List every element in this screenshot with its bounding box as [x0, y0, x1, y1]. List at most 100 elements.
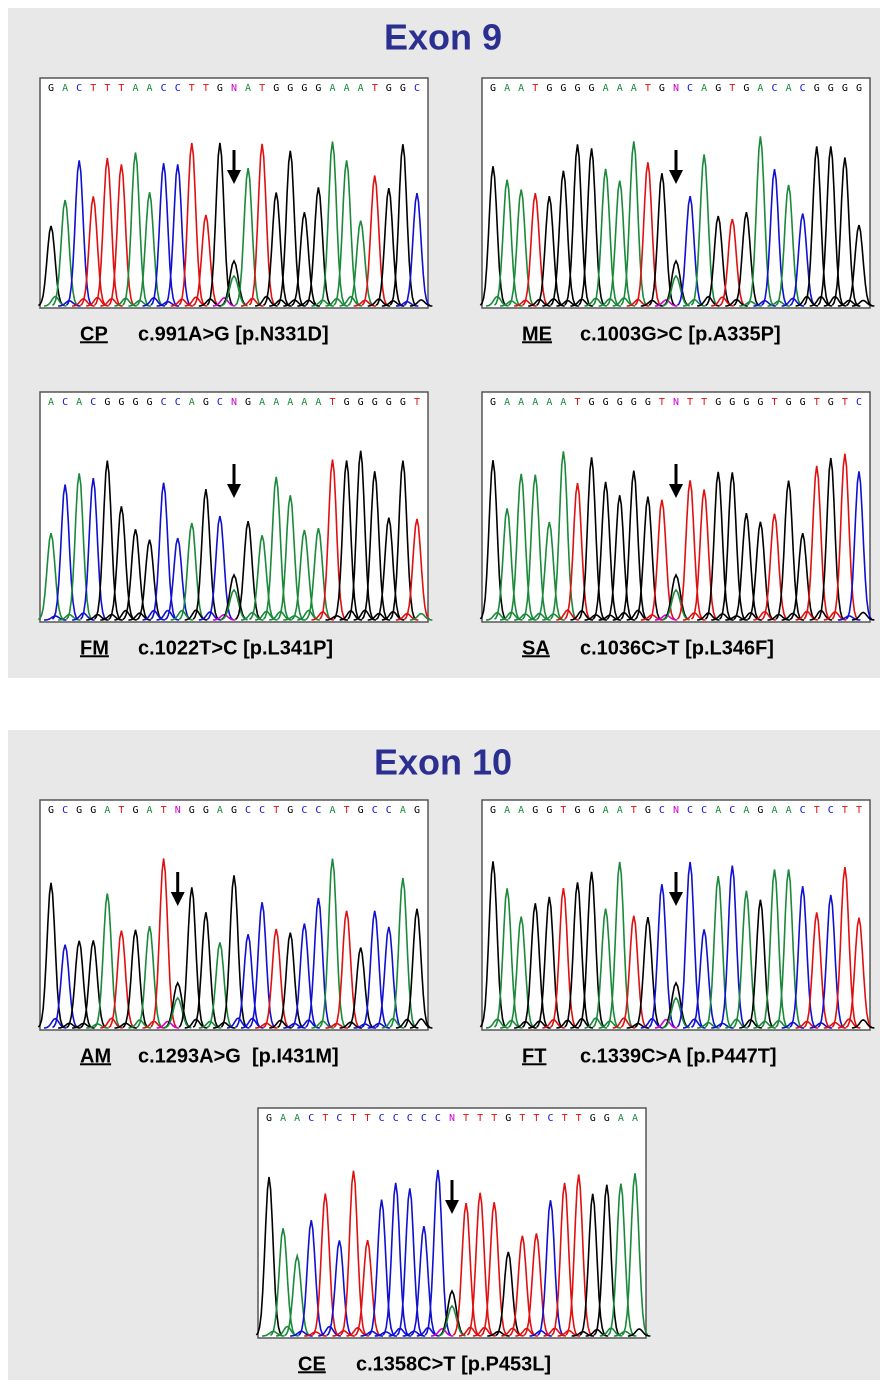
base-letter: A	[147, 805, 153, 816]
base-letter: C	[372, 805, 378, 816]
base-letter: A	[786, 805, 792, 816]
base-letter: C	[687, 83, 693, 94]
section-title: Exon 10	[374, 742, 512, 783]
base-letter: A	[62, 83, 68, 94]
base-letter: A	[546, 397, 552, 408]
base-letter: T	[189, 83, 195, 94]
base-letter: N	[449, 1113, 455, 1124]
base-letter: G	[490, 805, 496, 816]
base-letter: G	[90, 805, 96, 816]
base-letter: G	[715, 397, 721, 408]
mutation-label: c.1022T>C [p.L341P]	[138, 637, 333, 659]
base-letter: G	[490, 397, 496, 408]
base-letter: C	[175, 83, 181, 94]
base-letter: G	[301, 83, 307, 94]
base-letter: G	[400, 83, 406, 94]
base-letter: G	[715, 83, 721, 94]
base-letter: G	[118, 397, 124, 408]
base-letter: G	[48, 83, 54, 94]
base-letter: N	[175, 805, 181, 816]
base-letter: G	[147, 397, 153, 408]
base-letter: N	[673, 805, 679, 816]
base-letter: C	[729, 805, 735, 816]
base-letter: C	[687, 805, 693, 816]
base-letter: G	[76, 805, 82, 816]
base-letter: A	[217, 805, 223, 816]
base-letter: C	[315, 805, 321, 816]
base-letter: C	[76, 83, 82, 94]
base-letter: A	[772, 805, 778, 816]
base-letter: T	[463, 1113, 469, 1124]
base-letter: G	[757, 397, 763, 408]
base-letter: C	[772, 83, 778, 94]
base-letter: A	[76, 397, 82, 408]
base-letter: N	[231, 83, 237, 94]
figure: Exon 9GACTTTAACCTTGNATGGGGAAATGGCCPc.991…	[0, 0, 886, 1386]
mutation-label: c.1003G>C [p.A335P]	[580, 323, 781, 345]
base-letter: C	[701, 805, 707, 816]
base-letter: T	[203, 83, 209, 94]
base-letter: C	[175, 397, 181, 408]
base-letter: T	[372, 83, 378, 94]
base-letter: G	[631, 397, 637, 408]
base-letter: C	[301, 805, 307, 816]
base-letter: G	[856, 83, 862, 94]
base-letter: C	[245, 805, 251, 816]
base-letter: G	[574, 83, 580, 94]
base-letter: T	[842, 805, 848, 816]
base-letter: C	[800, 805, 806, 816]
base-letter: A	[315, 397, 321, 408]
base-letter: G	[786, 397, 792, 408]
base-letter: G	[344, 397, 350, 408]
base-letter: T	[519, 1113, 525, 1124]
base-letter: G	[589, 805, 595, 816]
base-letter: G	[217, 83, 223, 94]
base-letter: A	[701, 83, 707, 94]
base-letter: G	[104, 397, 110, 408]
chromatogram-frame	[40, 392, 428, 622]
base-letter: T	[322, 1113, 328, 1124]
base-letter: C	[800, 83, 806, 94]
base-letter: T	[118, 805, 124, 816]
base-letter: A	[301, 397, 307, 408]
base-letter: A	[518, 805, 524, 816]
patient-code: FM	[80, 637, 109, 659]
base-letter: G	[189, 805, 195, 816]
base-letter: T	[856, 805, 862, 816]
base-letter: T	[104, 83, 110, 94]
base-letter: C	[386, 805, 392, 816]
base-letter: T	[560, 805, 566, 816]
base-letter: A	[189, 397, 195, 408]
base-letter: G	[48, 805, 54, 816]
base-letter: T	[161, 805, 167, 816]
base-letter: T	[344, 805, 350, 816]
base-letter: T	[842, 397, 848, 408]
base-letter: A	[280, 1113, 286, 1124]
base-letter: G	[490, 83, 496, 94]
base-letter: G	[814, 83, 820, 94]
base-letter: A	[344, 83, 350, 94]
base-letter: A	[715, 805, 721, 816]
base-letter: T	[533, 1113, 539, 1124]
patient-code: FT	[522, 1045, 546, 1067]
base-letter: A	[617, 805, 623, 816]
patient-code: ME	[522, 323, 552, 345]
section-title: Exon 9	[384, 17, 502, 58]
base-letter: T	[414, 397, 420, 408]
chromatogram-frame	[482, 78, 870, 308]
base-letter: G	[287, 805, 293, 816]
base-letter: G	[386, 83, 392, 94]
base-letter: T	[330, 397, 336, 408]
base-letter: C	[161, 397, 167, 408]
base-letter: A	[245, 83, 251, 94]
base-letter: G	[358, 397, 364, 408]
base-letter: C	[308, 1113, 314, 1124]
base-letter: C	[414, 83, 420, 94]
base-letter: C	[856, 397, 862, 408]
chromatogram-frame	[258, 1108, 646, 1338]
base-letter: G	[132, 805, 138, 816]
patient-code: AM	[80, 1045, 111, 1067]
base-letter: A	[617, 83, 623, 94]
base-letter: A	[48, 397, 54, 408]
base-letter: T	[814, 397, 820, 408]
